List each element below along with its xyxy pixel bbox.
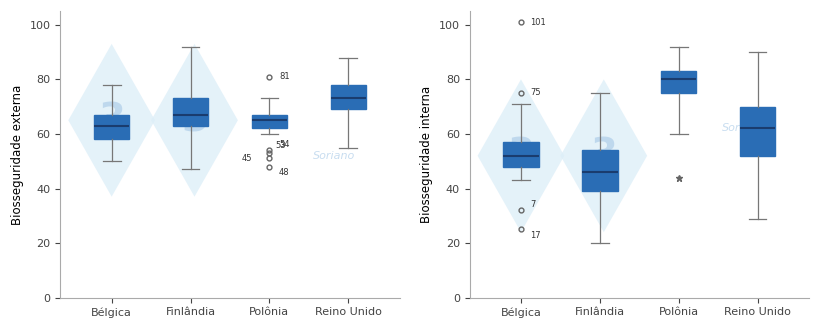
Text: 7: 7 [530, 200, 535, 209]
Text: 3: 3 [98, 101, 125, 139]
PathPatch shape [739, 107, 775, 156]
Polygon shape [68, 44, 155, 197]
Y-axis label: Biosseguridade externa: Biosseguridade externa [11, 84, 24, 224]
PathPatch shape [251, 115, 287, 128]
Polygon shape [477, 79, 563, 232]
PathPatch shape [330, 85, 365, 109]
PathPatch shape [94, 115, 129, 139]
Text: 48: 48 [278, 168, 289, 177]
Text: 3: 3 [590, 137, 617, 175]
Text: 3: 3 [181, 101, 208, 139]
Polygon shape [559, 79, 646, 232]
Text: 101: 101 [530, 17, 545, 27]
Polygon shape [151, 44, 238, 197]
Y-axis label: Biosseguridade interna: Biosseguridade interna [420, 86, 433, 223]
PathPatch shape [503, 142, 538, 167]
PathPatch shape [173, 98, 208, 126]
Text: 75: 75 [530, 89, 541, 97]
Text: 3: 3 [507, 137, 534, 175]
Text: 81: 81 [278, 72, 289, 81]
Text: Soriano: Soriano [312, 151, 355, 161]
Text: 45: 45 [242, 154, 252, 163]
PathPatch shape [660, 71, 695, 93]
Text: 53: 53 [275, 141, 286, 150]
Text: 54: 54 [278, 140, 289, 149]
Text: 17: 17 [530, 231, 541, 240]
Text: Soriano: Soriano [722, 123, 763, 134]
PathPatch shape [581, 150, 617, 191]
